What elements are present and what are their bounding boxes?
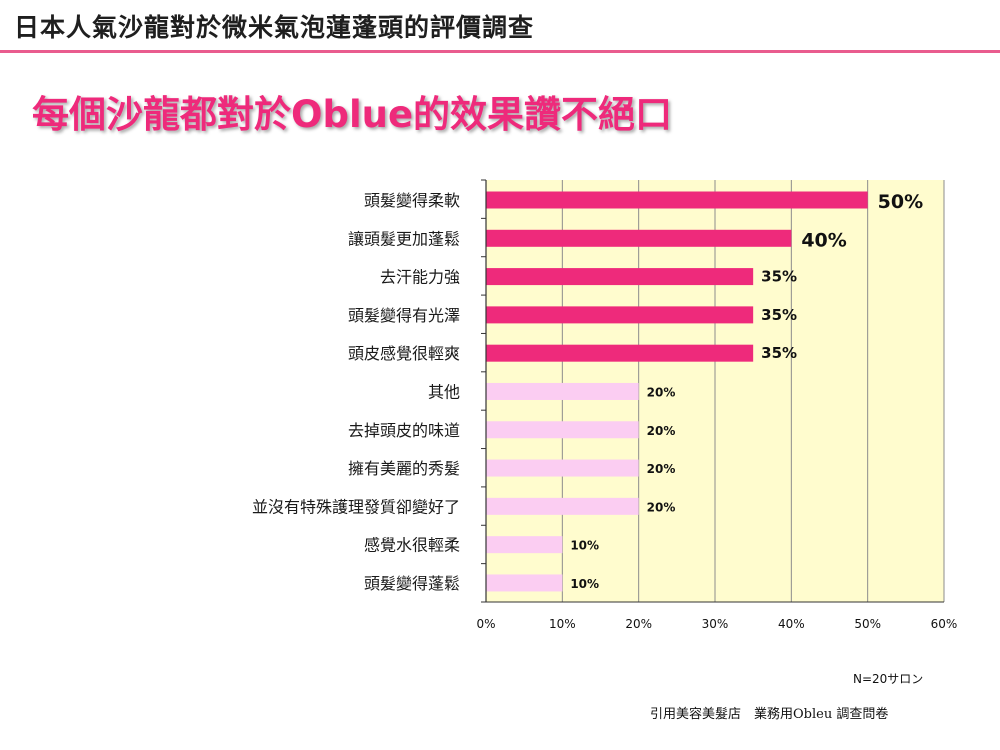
value-label: 40% <box>801 229 846 251</box>
bar <box>486 574 563 592</box>
value-label: 20% <box>647 385 676 399</box>
category-label: 並沒有特殊護理發質卻變好了 <box>252 497 460 516</box>
sample-size-note: N=20サロン <box>853 672 924 686</box>
bar <box>486 344 754 362</box>
bar <box>486 536 563 554</box>
value-label: 10% <box>570 539 599 553</box>
category-label: 去掉頭皮的味道 <box>348 421 460 440</box>
bar <box>486 497 639 515</box>
page-title: 日本人氣沙龍對於微米氣泡蓮蓬頭的評價調查 <box>14 13 535 42</box>
x-tick-label: 50% <box>854 617 881 631</box>
x-tick-label: 20% <box>625 617 652 631</box>
bar <box>486 191 868 209</box>
source-note: 引用美容美髮店 業務用Obleu 調查問卷 <box>650 707 889 722</box>
value-label: 50% <box>878 191 923 213</box>
bar <box>486 268 754 286</box>
category-label: 讓頭髮更加蓬鬆 <box>348 229 460 248</box>
value-label: 20% <box>647 424 676 438</box>
category-label: 其他 <box>428 382 460 401</box>
bar <box>486 382 639 400</box>
x-tick-label: 30% <box>702 617 729 631</box>
category-label: 感覺水很輕柔 <box>364 536 460 555</box>
bar <box>486 421 639 439</box>
bar <box>486 459 639 477</box>
title-divider <box>0 50 1000 53</box>
value-label: 35% <box>761 268 797 286</box>
headline: 每個沙龍都對於Oblue的效果讚不絕口 <box>32 93 673 136</box>
value-label: 10% <box>570 577 599 591</box>
bar <box>486 229 792 247</box>
bar <box>486 306 754 324</box>
value-label: 35% <box>761 344 797 362</box>
category-label: 擁有美麗的秀髮 <box>348 459 460 478</box>
x-tick-label: 60% <box>931 617 958 631</box>
x-tick-label: 0% <box>476 617 495 631</box>
x-tick-label: 10% <box>549 617 576 631</box>
value-label: 20% <box>647 462 676 476</box>
value-label: 20% <box>647 500 676 514</box>
category-label: 頭髮變得蓬鬆 <box>364 574 460 593</box>
category-label: 頭髮變得有光澤 <box>348 306 460 325</box>
category-label: 去汗能力強 <box>380 268 460 287</box>
x-tick-label: 40% <box>778 617 805 631</box>
category-label: 頭髮變得柔軟 <box>364 191 460 210</box>
category-label: 頭皮感覺很輕爽 <box>348 344 460 363</box>
value-label: 35% <box>761 306 797 324</box>
